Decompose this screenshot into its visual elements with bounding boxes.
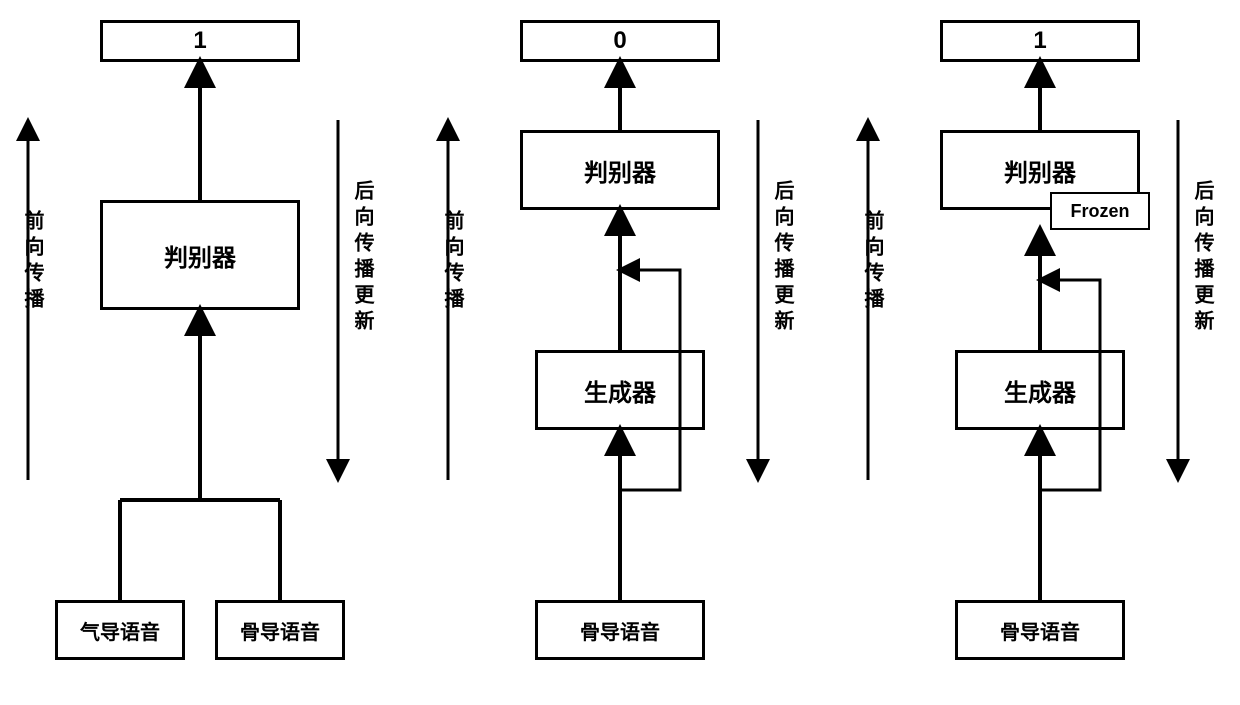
output-box: 0 [520,20,720,62]
discriminator-box: 判别器 [520,130,720,210]
frozen-box: Frozen [1050,192,1150,230]
generator-box: 生成器 [955,350,1125,430]
bone-conducted-box: 骨导语音 [535,600,705,660]
generator-box: 生成器 [535,350,705,430]
panel-c: 1 判别器 Frozen 生成器 骨导语音 前向传播 后向传播更新 [840,0,1240,705]
output-box: 1 [100,20,300,62]
bone-conducted-box: 骨导语音 [955,600,1125,660]
discriminator-box: 判别器 [100,200,300,310]
forward-label: 前向传播 [438,210,467,314]
output-box: 1 [940,20,1140,62]
air-conducted-box: 气导语音 [55,600,185,660]
panel-a: 1 判别器 气导语音 骨导语音 前向传播 后向传播更新 [0,0,400,705]
backward-label: 后向传播更新 [768,180,797,336]
forward-label: 前向传播 [858,210,887,314]
panel-b: 0 判别器 生成器 骨导语音 前向传播 后向传播更新 [420,0,820,705]
backward-label: 后向传播更新 [1188,180,1217,336]
backward-label: 后向传播更新 [348,180,377,336]
forward-label: 前向传播 [18,210,47,314]
bone-conducted-box: 骨导语音 [215,600,345,660]
